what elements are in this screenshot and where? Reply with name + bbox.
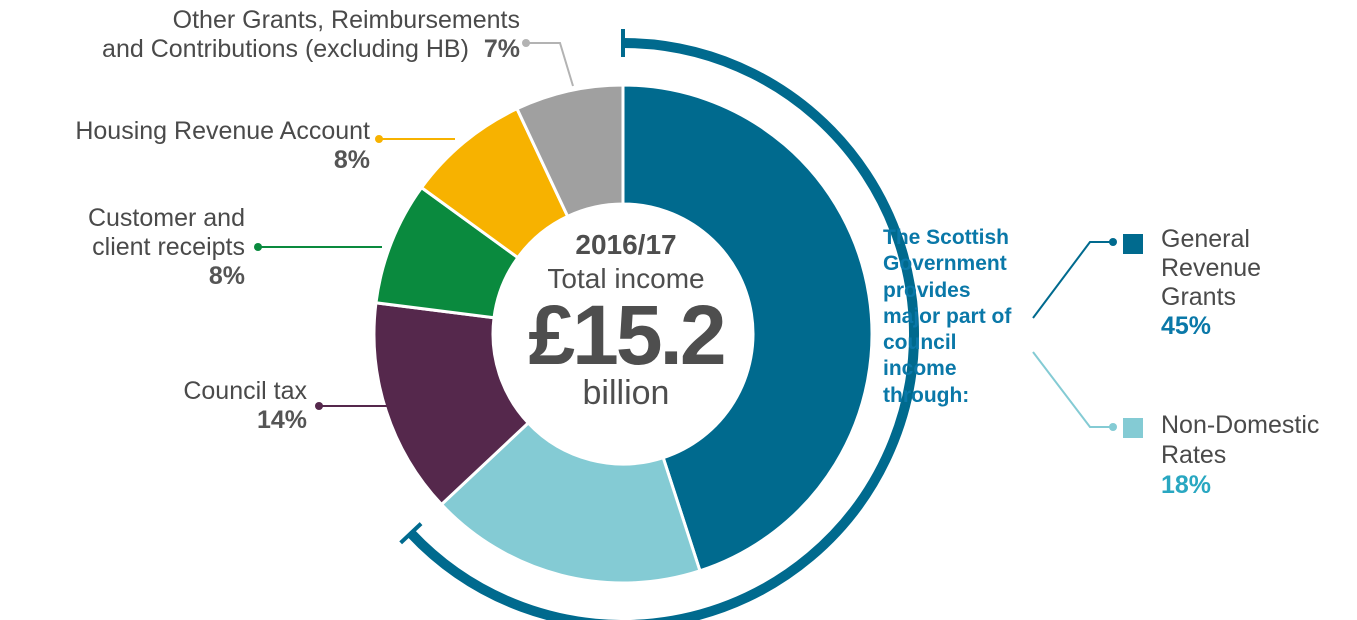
bracket-tick-1: [399, 522, 423, 545]
label-other-line2-wrap: and Contributions (excluding HB) 7%: [102, 35, 520, 64]
donut-slice-5: [514, 83, 625, 219]
label-housing: Housing Revenue Account 8%: [75, 117, 370, 175]
label-other-line2: and Contributions (excluding HB): [102, 35, 469, 63]
legend-swatch-ndr: [1123, 418, 1143, 438]
leader-customer-dot: [254, 243, 262, 251]
label-other-pct: 7%: [483, 35, 520, 63]
center-year: 2016/17: [575, 229, 677, 260]
label-customer-pct: 8%: [208, 262, 245, 290]
label-council-line1: Council tax: [183, 377, 307, 405]
label-customer-line1: Customer and: [87, 204, 245, 232]
center-caption: Total income: [547, 263, 705, 294]
leader-housing-dot: [375, 135, 383, 143]
legend-grg: General Revenue Grants 45%: [1161, 225, 1261, 341]
donut-slice-0: [621, 83, 874, 573]
label-other-grants: Other Grants, Reimbursements and Contrib…: [102, 6, 520, 64]
legend-ndr-line1: Non-Domestic: [1161, 411, 1320, 439]
center-amount: £15.2: [528, 288, 726, 382]
leader-grg-dot: [1109, 238, 1117, 246]
leader-ndr: [1032, 351, 1113, 428]
leader-lines: [254, 39, 1117, 431]
legend-ndr-pct: 18%: [1161, 471, 1212, 499]
donut-slices: [372, 83, 874, 585]
label-council-pct: 14%: [256, 406, 307, 434]
label-customer: Customer and client receipts 8%: [88, 204, 245, 291]
government-annotation: The Scottish Government provides major p…: [883, 226, 1012, 407]
leader-other-dot: [522, 39, 530, 47]
leader-ndr-dot: [1109, 423, 1117, 431]
label-council-tax: Council tax 14%: [183, 377, 307, 435]
legend-grg-line3: Grants: [1161, 283, 1237, 311]
leader-council-dot: [315, 402, 323, 410]
legend-ndr-line2: Rates: [1161, 441, 1227, 469]
legend-grg-line1: General: [1161, 225, 1250, 253]
center-unit: billion: [582, 374, 670, 412]
legend-grg-line2: Revenue: [1161, 254, 1262, 282]
donut-slice-1: [439, 420, 702, 585]
legend-swatch-grg: [1123, 234, 1143, 254]
label-customer-line2: client receipts: [92, 233, 245, 261]
legend-grg-pct: 45%: [1161, 312, 1212, 340]
legend-ndr: Non-Domestic Rates 18%: [1161, 410, 1319, 500]
leader-other: [526, 42, 574, 87]
label-housing-line1: Housing Revenue Account: [75, 117, 370, 145]
center-label: 2016/17 Total income £15.2 billion: [498, 228, 754, 412]
label-other-line1: Other Grants, Reimbursements: [172, 6, 520, 34]
label-housing-pct: 8%: [333, 146, 370, 174]
leader-grg: [1032, 241, 1113, 319]
